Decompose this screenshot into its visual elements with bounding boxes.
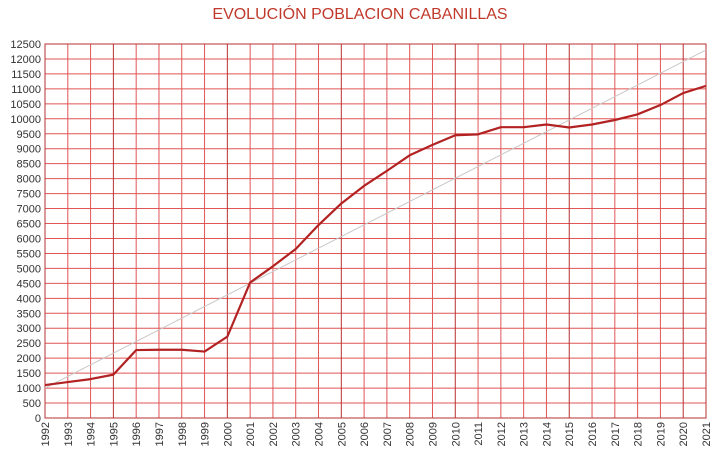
y-tick-label: 4500 (17, 278, 41, 290)
y-tick-label: 500 (23, 398, 41, 410)
x-tick-label: 2010 (450, 422, 462, 446)
x-tick-label: 2006 (359, 422, 371, 446)
x-tick-label: 2019 (655, 422, 667, 446)
x-tick-label: 1995 (108, 422, 120, 446)
x-tick-label: 1997 (154, 422, 166, 446)
y-tick-label: 7500 (17, 189, 41, 201)
x-tick-label: 2000 (222, 422, 234, 446)
x-tick-label: 1993 (63, 422, 75, 446)
x-tick-label: 2002 (268, 422, 280, 446)
x-tick-label: 2021 (701, 422, 713, 446)
y-tick-label: 6500 (17, 219, 41, 231)
y-tick-label: 5000 (17, 263, 41, 275)
x-tick-label: 2015 (564, 422, 576, 446)
chart-title: EVOLUCIÓN POBLACION CABANILLAS (212, 4, 507, 23)
x-tick-label: 1999 (200, 422, 212, 446)
y-tick-label: 8000 (17, 174, 41, 186)
x-tick-label: 2013 (519, 422, 531, 446)
y-tick-label: 4000 (17, 293, 41, 305)
y-tick-label: 9000 (17, 144, 41, 156)
x-tick-label: 2004 (314, 422, 326, 446)
y-tick-label: 11500 (11, 69, 41, 81)
trend-line (44, 49, 707, 389)
y-tick-label: 6000 (17, 233, 41, 245)
data-line (44, 84, 707, 387)
x-tick-label: 2014 (541, 422, 553, 446)
y-tick-label: 1500 (17, 368, 41, 380)
x-tick-label: 2018 (633, 422, 645, 446)
y-tick-label: 11000 (11, 84, 41, 96)
y-tick-label: 5500 (17, 248, 41, 260)
x-tick-label: 2020 (678, 422, 690, 446)
x-tick-label: 1992 (40, 422, 52, 446)
x-tick-label: 2011 (473, 422, 485, 446)
x-tick-label: 1996 (131, 422, 143, 446)
x-tick-label: 2016 (587, 422, 599, 446)
y-tick-label: 1000 (17, 383, 41, 395)
y-tick-label: 3000 (17, 323, 41, 335)
y-tick-label: 9500 (17, 129, 41, 141)
x-tick-label: 2009 (427, 422, 439, 446)
x-tick-label: 2012 (496, 422, 508, 446)
x-tick-label: 2001 (245, 422, 257, 446)
y-tick-label: 0 (35, 413, 41, 425)
x-tick-label: 1998 (177, 422, 189, 446)
x-tick-label: 1994 (86, 422, 98, 446)
x-tick-label: 2005 (336, 422, 348, 446)
x-tick-label: 2017 (610, 422, 622, 446)
y-tick-label: 2500 (17, 338, 41, 350)
plot-border (44, 43, 707, 419)
y-tick-label: 10000 (10, 114, 41, 126)
x-tick-label: 2007 (382, 422, 394, 446)
y-tick-label: 3500 (17, 308, 41, 320)
y-tick-label: 12000 (10, 54, 41, 66)
x-tick-label: 2008 (405, 422, 417, 446)
x-tick-label: 2003 (291, 422, 303, 446)
y-tick-label: 10500 (10, 99, 41, 111)
y-tick-label: 7000 (17, 204, 41, 216)
y-tick-label: 12500 (10, 39, 41, 51)
y-tick-label: 2000 (17, 353, 41, 365)
y-tick-label: 8500 (17, 159, 41, 171)
